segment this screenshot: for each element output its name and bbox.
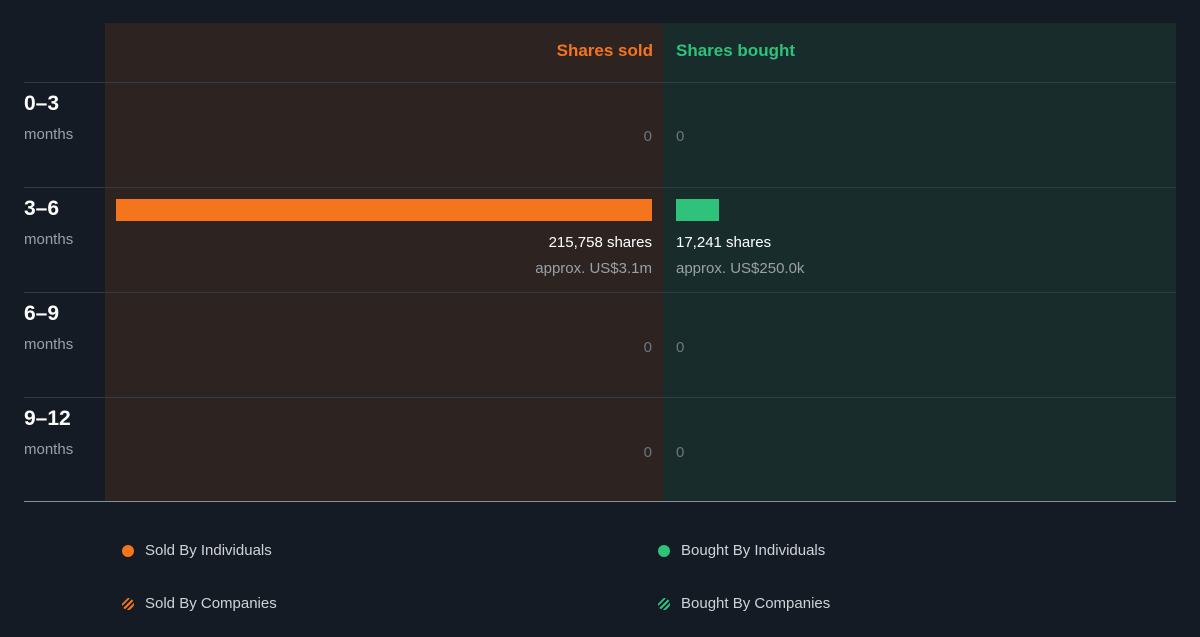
- sold-approx-label: approx. US$3.1m: [535, 260, 652, 277]
- period-label: 9–12: [24, 407, 71, 430]
- bought-approx-label: approx. US$250.0k: [676, 260, 805, 277]
- header-shares-sold: Shares sold: [556, 41, 653, 60]
- row-divider: [24, 397, 1176, 398]
- legend-sold-by-companies[interactable]: Sold By Companies: [122, 595, 277, 613]
- row-divider: [24, 292, 1176, 293]
- green-dot-icon: [658, 545, 670, 557]
- row-divider: [24, 82, 1176, 83]
- legend-bought-by-individuals[interactable]: Bought By Individuals: [658, 542, 825, 560]
- period-label: 6–9: [24, 302, 60, 325]
- bought-value-label: 0: [676, 128, 685, 145]
- sold-value-label: 0: [643, 128, 652, 145]
- sold-value-label: 0: [643, 339, 652, 356]
- sold-shares-label: 215,758 shares: [548, 234, 652, 251]
- period-label: 0–3: [24, 92, 60, 115]
- legend-sold-by-individuals[interactable]: Sold By Individuals: [122, 542, 272, 560]
- bought-value-label: 0: [676, 444, 685, 461]
- period-label: 3–6: [24, 197, 60, 220]
- bought-panel: [663, 23, 1176, 502]
- period-sub-label: months: [24, 336, 74, 353]
- bought-value-label: 0: [676, 339, 685, 356]
- legend-label: Sold By Individuals: [145, 542, 272, 559]
- green-hatched-dot-icon: [658, 598, 670, 610]
- bought-bar: [676, 199, 719, 221]
- period-sub-label: months: [24, 441, 74, 458]
- sold-bar: [116, 199, 652, 221]
- period-sub-label: months: [24, 126, 74, 143]
- sold-value-label: 0: [643, 444, 652, 461]
- header-shares-bought: Shares bought: [676, 41, 796, 60]
- period-sub-label: months: [24, 231, 74, 248]
- sold-panel: [105, 23, 663, 502]
- legend-label: Sold By Companies: [145, 595, 277, 612]
- row-divider: [24, 187, 1176, 188]
- baseline: [24, 501, 1176, 502]
- legend-label: Bought By Individuals: [681, 542, 826, 559]
- legend-label: Bought By Companies: [681, 595, 831, 612]
- orange-hatched-dot-icon: [122, 598, 134, 610]
- legend-bought-by-companies[interactable]: Bought By Companies: [658, 595, 830, 613]
- orange-dot-icon: [122, 545, 134, 557]
- bought-shares-label: 17,241 shares: [676, 234, 772, 251]
